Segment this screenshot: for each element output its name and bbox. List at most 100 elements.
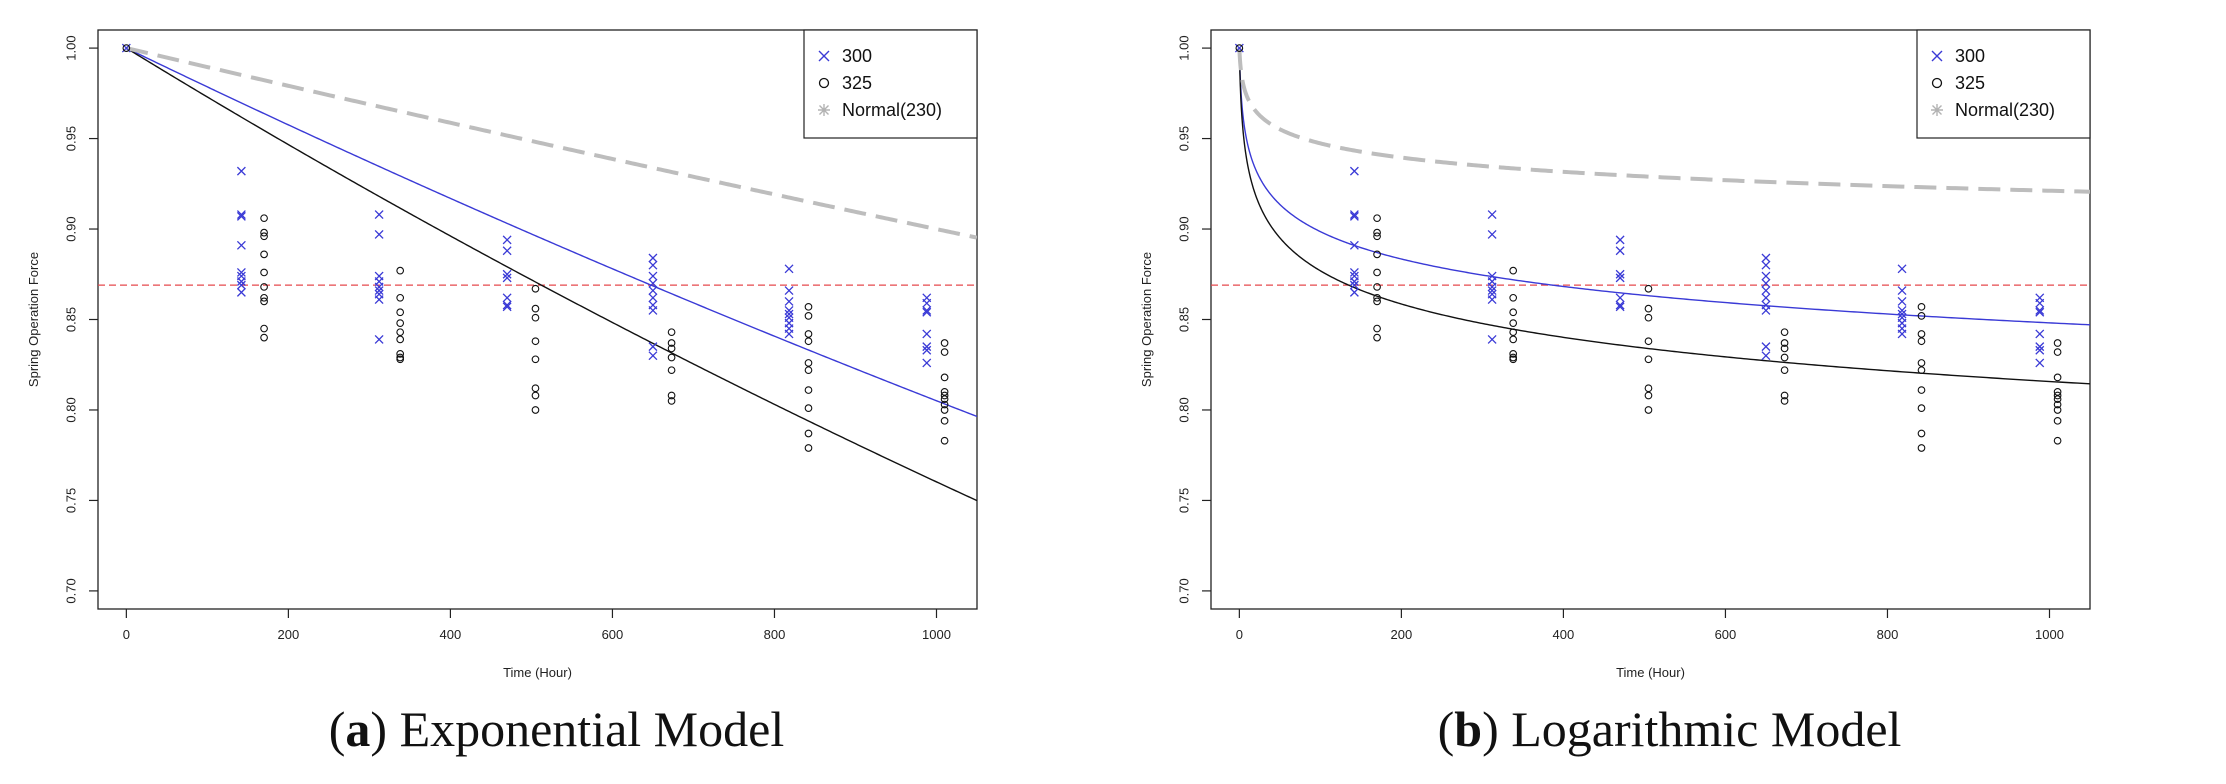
data-point-325 [1644,337,1653,346]
data-point-325 [804,386,813,394]
data-point-325 [804,359,813,367]
data-point-325 [1644,313,1653,322]
data-point-325 [1917,429,1926,438]
data-point-300 [502,235,512,245]
data-point-300 [2035,305,2045,315]
data-point-300 [922,305,932,315]
data-point-300 [1761,278,1771,288]
data-point-300 [1349,277,1359,286]
data-point-300 [1487,282,1497,292]
data-point-300 [374,334,384,344]
data-point-325 [2053,373,2062,382]
exponential-model-chart: 0 200 400 600 800 1000 0.70 0.75 0.80 0.85 0.90 0.9… [26,29,978,680]
data-point-325 [2053,339,2062,347]
data-point-325 [667,397,676,405]
data-point-300 [236,210,246,220]
data-point-325 [1373,293,1381,302]
data-point-300 [1487,229,1497,239]
data-point-325 [122,44,131,52]
data-point-325 [1509,293,1518,302]
data-point-325 [1509,266,1518,275]
data-point-300 [1349,210,1359,220]
caption-letter: b [1454,701,1483,757]
data-point-300 [1761,286,1771,296]
data-point-300 [502,293,512,303]
data-point-300 [502,273,512,283]
data-point-300 [1349,166,1359,176]
logarithmic-model-chart: 0 200 400 600 800 1000 0.70 0.75 0.80 0.85 0.90 0.9… [1139,29,2091,680]
data-point-300 [1897,309,1907,319]
data-point-300 [784,286,794,296]
data-point-300 [502,302,512,312]
data-point-300 [1487,334,1497,344]
data-point-325 [804,337,813,346]
data-point-300 [236,240,246,250]
data-point-325 [396,319,405,327]
data-point-325 [2053,406,2062,414]
data-point-325 [940,416,949,425]
data-point-325 [2053,436,2062,445]
data-point-325 [667,328,676,337]
data-point-300 [2035,345,2045,355]
data-point-325 [260,283,268,291]
y-tick-label: 0.70 [1176,578,1191,603]
data-point-300 [1349,280,1359,290]
data-point-325 [1235,44,1244,52]
y-tick-label: 0.70 [63,578,78,603]
data-point-300 [1897,296,1907,306]
data-point-325 [1917,330,1926,338]
data-point-325 [940,395,949,403]
fit-curve-normal-230- [125,46,977,240]
data-point-325 [1780,397,1789,405]
data-point-300 [374,286,384,296]
data-point-325 [804,366,813,375]
x-tick-label: 400 [440,627,462,642]
data-point-325 [940,388,949,396]
data-point-325 [1509,350,1518,358]
legend-label: Normal(230) [842,100,942,120]
data-point-300 [648,286,658,296]
legend-marker-325 [1931,77,1943,89]
data-point-325 [1373,228,1381,237]
x-tick-label: 800 [764,627,786,642]
legend-label: 325 [1955,73,1985,93]
data-point-325 [531,391,540,400]
data-point-325 [667,344,676,353]
data-point-300 [922,298,932,308]
x-tick-label: 0 [123,627,130,642]
data-point-325 [1509,319,1518,327]
y-tick-label: 0.75 [63,488,78,513]
data-point-325 [1917,337,1926,346]
data-point-325 [1644,284,1653,293]
data-point-300 [1349,240,1359,250]
data-point-300 [2035,298,2045,308]
data-point-325 [1780,339,1789,347]
data-point-325 [804,312,813,320]
data-point-325 [1917,302,1926,311]
data-point-325 [531,304,540,313]
data-point-300 [648,260,658,270]
x-tick-label: 1000 [2035,627,2064,642]
data-point-300 [1761,305,1771,315]
data-point-300 [922,342,932,352]
data-point-325 [396,335,405,344]
data-point-300 [1761,342,1771,352]
data-point-325 [1917,386,1926,394]
data-point-325 [1373,214,1381,223]
data-point-325 [531,406,540,414]
data-point-300 [648,342,658,352]
data-point-300 [1615,293,1625,303]
data-point-300 [1487,210,1497,220]
data-point-300 [1615,246,1625,256]
data-point-300 [236,287,246,297]
data-point-300 [922,345,932,355]
legend-label: 300 [1955,46,1985,66]
caption-exponential: (a) Exponential Model [328,701,785,757]
data-point-325 [1509,328,1518,337]
fit-curve-325 [1238,48,2090,385]
y-axis-label: Spring Operation Force [26,252,41,387]
data-point-325 [667,391,676,400]
data-point-325 [260,297,268,306]
data-point-300 [236,166,246,176]
data-point-300 [922,307,932,317]
